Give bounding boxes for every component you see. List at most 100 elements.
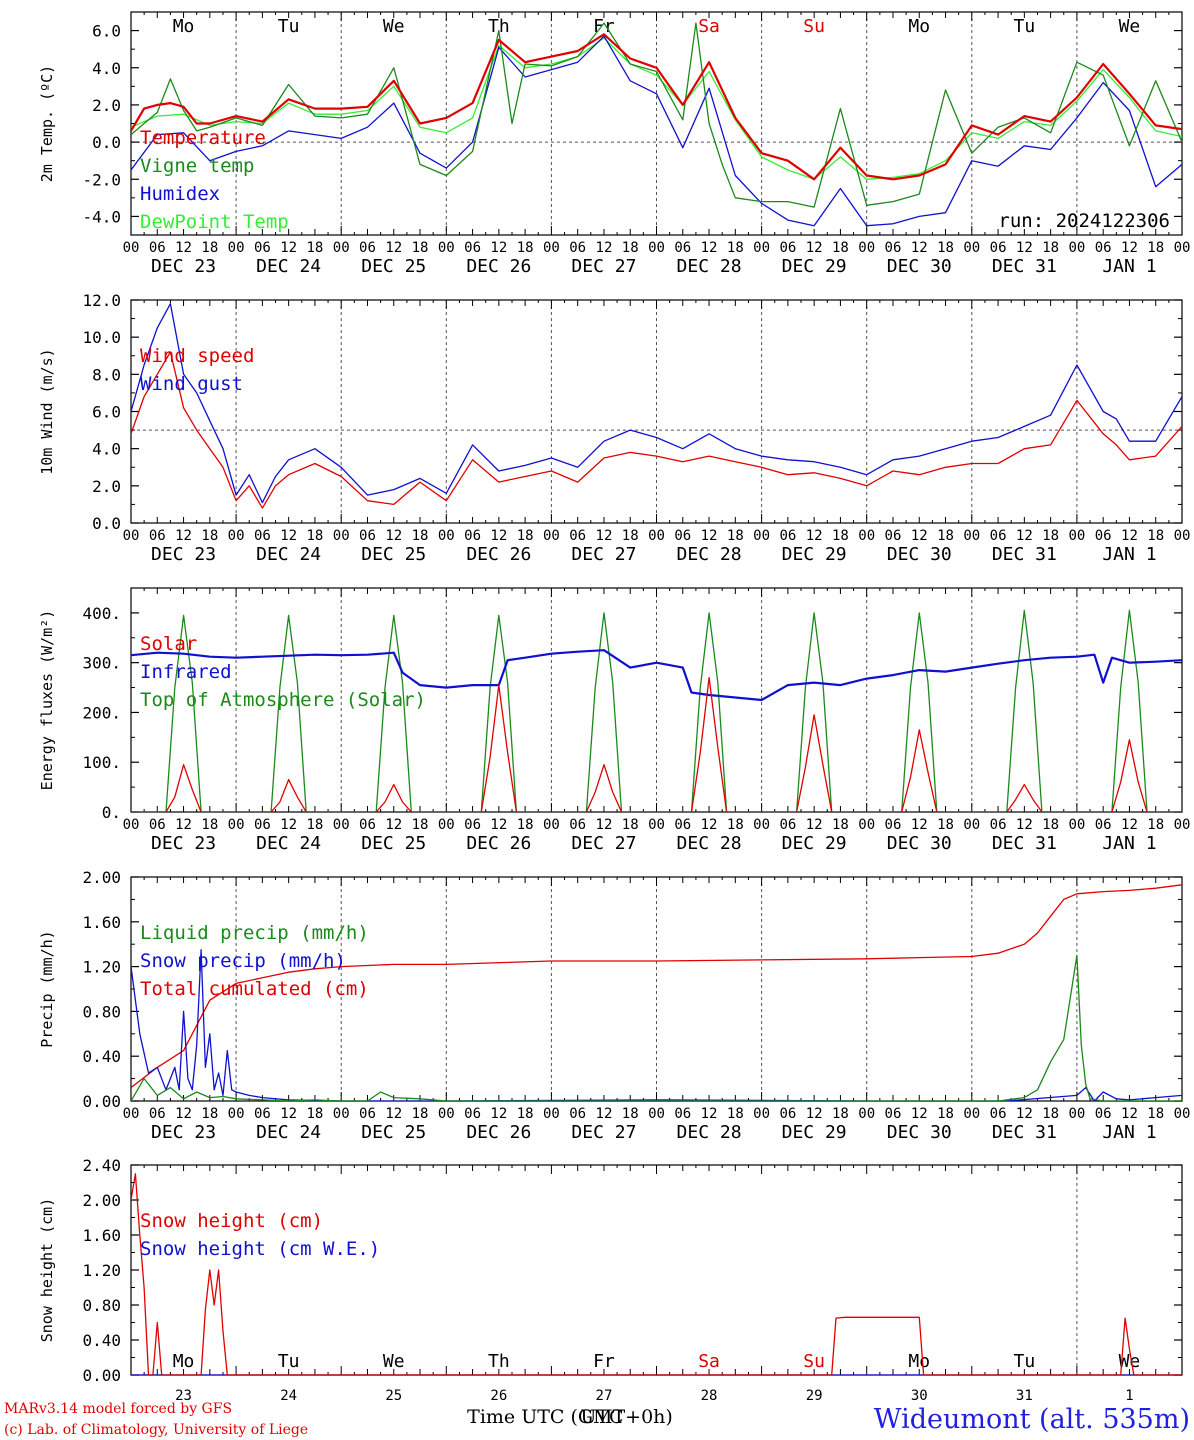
- y-tick-label: 2.0: [92, 96, 121, 115]
- x-tick-label: 00: [438, 528, 455, 544]
- date-label: DEC 24: [256, 544, 321, 565]
- x-tick-label: 00: [123, 1106, 140, 1122]
- short-date-label: 29: [806, 1388, 823, 1404]
- x-tick-label: 06: [885, 528, 902, 544]
- x-tick-label: 00: [333, 528, 350, 544]
- date-label: DEC 25: [361, 1122, 426, 1143]
- y-axis-label: 2m Temp. (ºC): [38, 65, 56, 182]
- x-tick-label: 06: [149, 1106, 166, 1122]
- x-tick-label: 12: [911, 240, 928, 256]
- x-tick-label: 00: [228, 817, 245, 833]
- x-tick-label: 18: [727, 240, 744, 256]
- x-tick-label: 06: [990, 817, 1007, 833]
- y-tick-label: -2.0: [82, 170, 121, 189]
- date-label: DEC 27: [571, 256, 636, 277]
- x-tick-label: 18: [832, 1106, 849, 1122]
- x-tick-label: 06: [885, 1106, 902, 1122]
- x-tick-label: 00: [648, 1106, 665, 1122]
- date-label: DEC 25: [361, 833, 426, 854]
- x-tick-label: 06: [674, 528, 691, 544]
- day-name: Sa: [698, 1351, 720, 1372]
- x-tick-label: 00: [123, 240, 140, 256]
- x-tick-label: 18: [201, 817, 218, 833]
- x-tick-label: 06: [674, 817, 691, 833]
- date-label: DEC 28: [677, 1122, 742, 1143]
- day-name: Su: [803, 16, 825, 37]
- x-tick-label: 00: [1174, 817, 1191, 833]
- y-tick-label: 1.20: [82, 1261, 121, 1280]
- y-tick-label: 0.80: [82, 1002, 121, 1021]
- series-line-4: [131, 37, 1182, 180]
- series-line-2: [131, 22, 1182, 208]
- day-name: Tu: [1014, 1351, 1036, 1372]
- x-tick-label: 18: [727, 817, 744, 833]
- date-label: DEC 31: [992, 256, 1057, 277]
- x-tick-label: 18: [622, 817, 639, 833]
- x-tick-label: 06: [1095, 240, 1112, 256]
- panel-5: 0.00 0.40 0.80 1.20 1.60 2.00 2.40 23 24 25 26 27 28…: [38, 1156, 1183, 1404]
- x-tick-label: 12: [175, 528, 192, 544]
- plot-frame: [130, 299, 1183, 524]
- x-tick-label: 00: [438, 1106, 455, 1122]
- x-tick-label: 00: [963, 1106, 980, 1122]
- date-label: DEC 29: [782, 544, 847, 565]
- x-tick-label: 18: [412, 240, 429, 256]
- x-tick-label: 18: [622, 528, 639, 544]
- date-label: DEC 31: [992, 1122, 1057, 1143]
- x-tick-label: 18: [517, 528, 534, 544]
- short-date-label: 23: [175, 1388, 192, 1404]
- short-date-label: 31: [1016, 1388, 1033, 1404]
- x-tick-label: 18: [412, 528, 429, 544]
- legend-entry: Solar: [140, 633, 197, 655]
- x-tick-label: 12: [1121, 817, 1138, 833]
- short-date-label: 24: [280, 1388, 297, 1404]
- x-tick-label: 00: [123, 817, 140, 833]
- x-tick-label: 00: [1068, 528, 1085, 544]
- x-tick-label: 18: [937, 240, 954, 256]
- x-tick-label: 00: [543, 1106, 560, 1122]
- x-tick-label: 00: [438, 817, 455, 833]
- date-label: JAN 1: [1102, 256, 1156, 277]
- x-tick-label: 00: [228, 240, 245, 256]
- x-tick-label: 00: [648, 528, 665, 544]
- day-name: Th: [488, 1351, 510, 1372]
- legend-entry: Snow precip (mm/h): [140, 950, 346, 972]
- x-tick-label: 00: [963, 528, 980, 544]
- date-label: DEC 28: [677, 544, 742, 565]
- x-tick-label: 06: [885, 817, 902, 833]
- x-tick-label: 06: [569, 528, 586, 544]
- x-tick-label: 12: [280, 817, 297, 833]
- x-tick-label: 12: [175, 1106, 192, 1122]
- x-tick-label: 12: [280, 1106, 297, 1122]
- legend-entry: DewPoint Temp: [140, 211, 289, 233]
- series-line-3: [131, 35, 1182, 227]
- x-tick-label: 12: [490, 817, 507, 833]
- date-label: DEC 27: [571, 1122, 636, 1143]
- x-tick-label: 06: [464, 1106, 481, 1122]
- date-label: DEC 30: [887, 1122, 952, 1143]
- x-tick-label: 12: [1016, 817, 1033, 833]
- x-tick-label: 00: [963, 240, 980, 256]
- x-tick-label: 12: [911, 528, 928, 544]
- date-label: DEC 30: [887, 544, 952, 565]
- x-tick-label: 18: [201, 240, 218, 256]
- series-group: [131, 22, 1182, 227]
- x-tick-label: 12: [385, 1106, 402, 1122]
- day-name: Th: [488, 16, 510, 37]
- x-tick-label: 06: [569, 817, 586, 833]
- station-name: Wideumont (alt. 535m): [874, 1404, 1190, 1435]
- legend-entry: Vigne temp: [140, 155, 254, 177]
- date-label: JAN 1: [1102, 544, 1156, 565]
- date-label: DEC 23: [151, 833, 216, 854]
- day-name: Mo: [908, 1351, 930, 1372]
- short-date-label: 27: [596, 1388, 613, 1404]
- x-tick-label: 12: [490, 240, 507, 256]
- x-tick-label: 12: [596, 817, 613, 833]
- x-tick-label: 12: [1016, 240, 1033, 256]
- x-tick-label: 18: [832, 528, 849, 544]
- credit-line-2: (c) Lab. of Climatology, University of L…: [4, 1422, 308, 1438]
- date-label: DEC 23: [151, 256, 216, 277]
- legend-entry: Humidex: [140, 183, 220, 205]
